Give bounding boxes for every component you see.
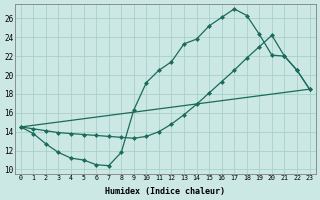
X-axis label: Humidex (Indice chaleur): Humidex (Indice chaleur)	[105, 187, 225, 196]
